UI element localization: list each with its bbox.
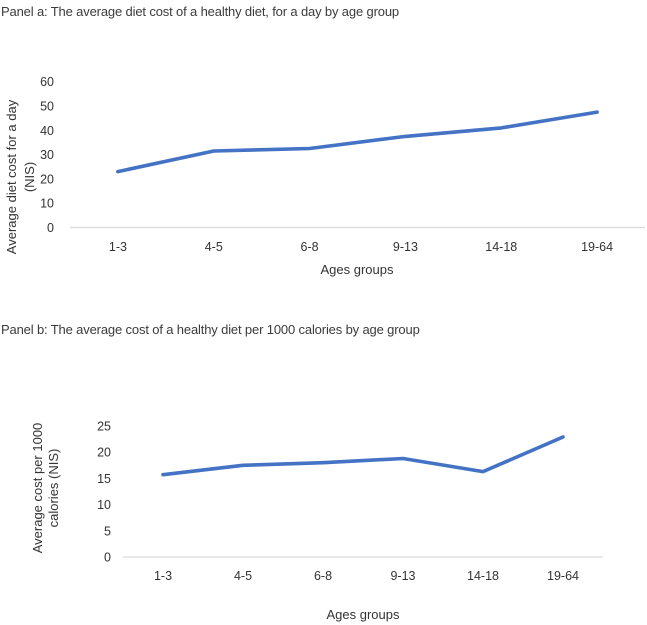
x-axis-title: Ages groups [327, 607, 400, 622]
x-category-label: 9-13 [393, 240, 418, 254]
x-category-label: 19-64 [581, 240, 613, 254]
x-category-label: 6-8 [314, 569, 332, 583]
y-axis-title: Average cost per 1000 [30, 423, 45, 554]
x-axis-title: Ages groups [321, 262, 394, 277]
x-category-label: 19-64 [547, 569, 579, 583]
y-tick-label: 30 [40, 148, 54, 162]
y-tick-label: 40 [40, 124, 54, 138]
x-category-label: 1-3 [109, 240, 127, 254]
y-axis-title: (NIS) [22, 162, 37, 192]
data-series-line [116, 110, 599, 174]
x-category-label: 9-13 [390, 569, 415, 583]
y-tick-label: 10 [97, 498, 111, 512]
y-tick-label: 20 [40, 172, 54, 186]
y-tick-label: 15 [97, 472, 111, 486]
y-tick-label: 20 [97, 446, 111, 460]
y-axis-title: Average diet cost for a day [4, 99, 19, 254]
data-series-line [161, 435, 565, 477]
y-tick-label: 0 [104, 551, 111, 565]
x-category-label: 1-3 [154, 569, 172, 583]
y-tick-label: 5 [104, 524, 111, 538]
y-tick-label: 10 [40, 197, 54, 211]
y-tick-label: 60 [40, 75, 54, 89]
panel-a-title: Panel a: The average diet cost of a heal… [1, 4, 400, 19]
x-category-label: 4-5 [205, 240, 223, 254]
x-category-label: 6-8 [301, 240, 319, 254]
panel-b-title: Panel b: The average cost of a healthy d… [1, 322, 420, 337]
y-tick-label: 25 [97, 420, 111, 434]
y-tick-label: 0 [47, 221, 54, 235]
x-category-label: 4-5 [234, 569, 252, 583]
y-axis-title: calories (NIS) [46, 449, 61, 528]
x-category-label: 14-18 [485, 240, 517, 254]
x-category-label: 14-18 [467, 569, 499, 583]
y-tick-label: 50 [40, 100, 54, 114]
